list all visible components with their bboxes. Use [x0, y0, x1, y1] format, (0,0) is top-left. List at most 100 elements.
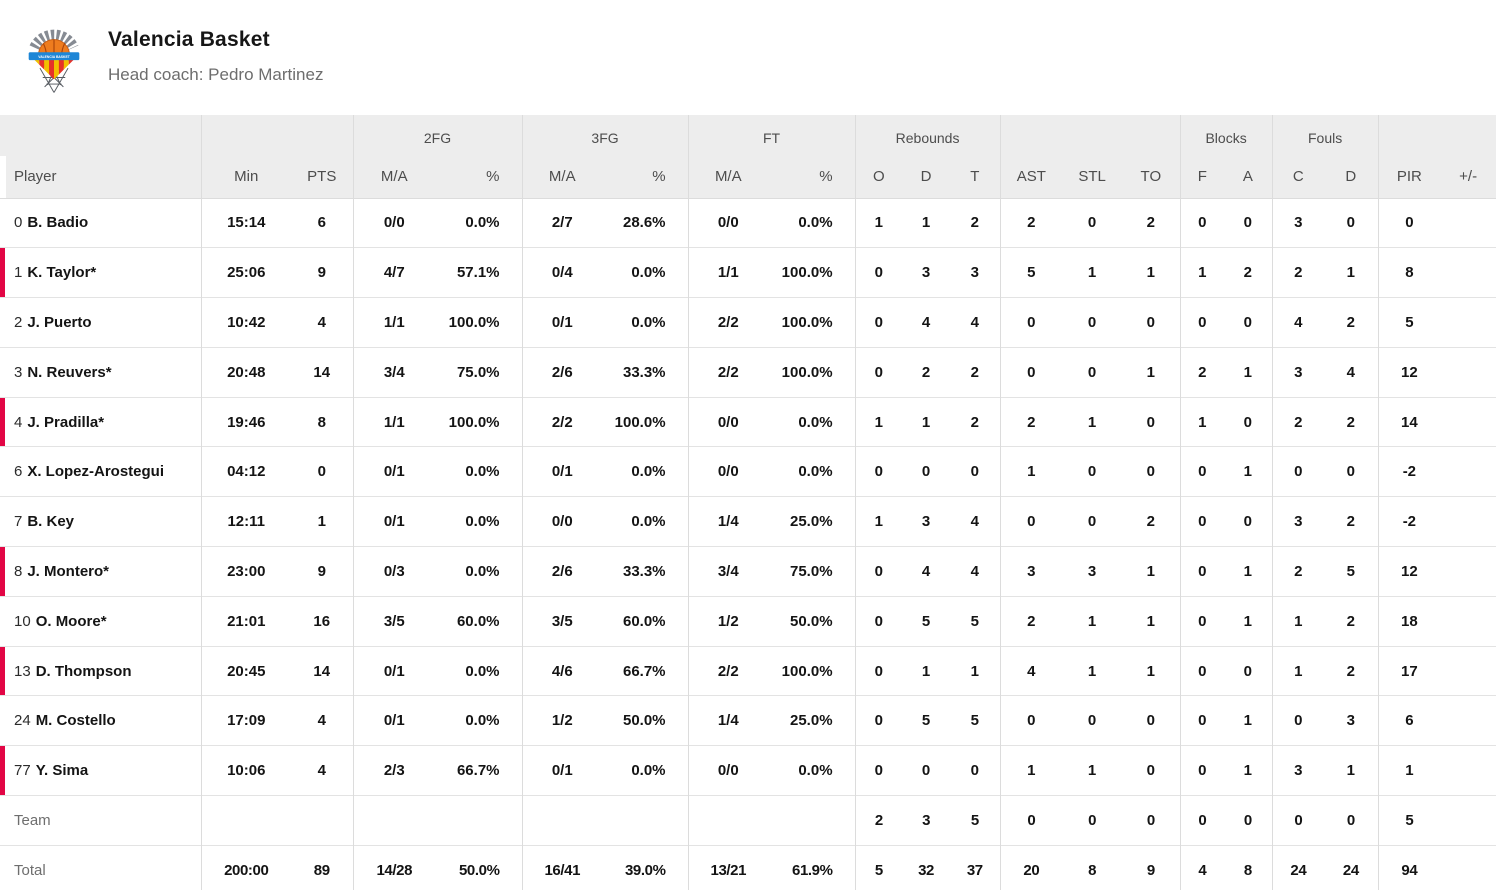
pts: 89 [313, 861, 330, 879]
foul-c: 24 [1271, 845, 1325, 890]
ft-ma: 0/0 [687, 745, 769, 796]
plus-minus [1440, 497, 1496, 547]
plus-minus [1440, 198, 1496, 248]
group-spacer [1377, 115, 1496, 156]
plus-minus [1440, 347, 1496, 397]
to: 0 [1146, 811, 1155, 829]
player-row: 4 J. Pradilla* 19:46 8 1/1 100.0% 2/2 100.0% 0/0… [0, 397, 1496, 447]
foul-d: 2 [1346, 413, 1356, 431]
blk-a: 1 [1243, 712, 1252, 730]
foul-d: 4 [1346, 363, 1356, 381]
player-row: 10 O. Moore* 21:01 16 3/5 60.0% 3/5 60.0% 1/2 50.… [0, 596, 1496, 647]
ft-pct: 100.0% [781, 662, 833, 680]
3fg-pct: 60.0% [622, 612, 666, 630]
player-name: O. Moore* [35, 612, 107, 630]
ft-ma: 0/0 [687, 198, 769, 248]
pir: -2 [1377, 446, 1441, 497]
ast: 2 [999, 596, 1063, 647]
pts: 4 [317, 313, 326, 331]
group-fouls: Fouls [1271, 115, 1379, 156]
player-row: 0 B. Badio 15:14 6 0/0 0.0% 2/7 28.6% 0/0 0.0% 1 1 2… [0, 198, 1496, 248]
reb-t: 5 [970, 712, 979, 730]
to: 1 [1146, 562, 1155, 580]
min: 25:06 [200, 247, 291, 298]
blk-f: 0 [1179, 745, 1225, 796]
to: 1 [1146, 612, 1155, 630]
ft-pct: 100.0% [781, 313, 833, 331]
ft-ma [687, 795, 769, 846]
reb-d: 1 [921, 413, 931, 431]
pts: 4 [317, 712, 326, 730]
2fg-ma: 1/1 [352, 397, 435, 447]
ft-pct: 100.0% [781, 264, 833, 282]
col-reb-t: T [950, 156, 1001, 198]
ft-pct: 25.0% [790, 712, 833, 730]
2fg-pct: 0.0% [465, 562, 500, 580]
min: 19:46 [200, 397, 291, 447]
plus-minus [1440, 596, 1496, 646]
reb-o: 0 [854, 546, 903, 597]
to: 2 [1146, 214, 1155, 232]
min [200, 795, 291, 846]
3fg-ma: 1/2 [521, 695, 603, 746]
foul-d: 2 [1346, 662, 1356, 680]
3fg-pct: 50.0% [622, 712, 666, 730]
ft-pct: 0.0% [798, 762, 833, 780]
jersey-number: 7 [14, 513, 23, 531]
blk-f: 0 [1179, 546, 1225, 597]
player-cell: 4 J. Pradilla* [0, 397, 201, 447]
blk-a: 0 [1243, 313, 1252, 331]
3fg-ma: 2/2 [521, 397, 603, 447]
stl: 1 [1087, 762, 1097, 780]
reb-d: 4 [921, 562, 931, 580]
pir: 6 [1377, 695, 1441, 746]
on-court-indicator [0, 397, 5, 447]
pir: 94 [1377, 845, 1441, 890]
blk-a: 1 [1243, 762, 1252, 780]
reb-o: 2 [854, 795, 903, 846]
col-stl: STL [1062, 156, 1123, 198]
plus-minus [1440, 796, 1496, 846]
foul-d: 1 [1346, 264, 1356, 282]
2fg-pct: 60.0% [456, 612, 500, 630]
reb-o: 1 [854, 198, 903, 248]
blk-a: 1 [1243, 612, 1252, 630]
ft-pct: 0.0% [798, 413, 833, 431]
2fg-pct: 0.0% [465, 463, 500, 481]
ast: 20 [999, 845, 1063, 890]
2fg-ma: 4/7 [352, 247, 435, 298]
reb-t: 1 [970, 662, 979, 680]
stl: 0 [1087, 214, 1097, 232]
group-header-row: 2FG 3FG FT Rebounds Blocks Fouls [0, 115, 1496, 156]
col-to: TO [1122, 156, 1181, 198]
player-cell: 0 B. Badio [0, 198, 201, 248]
col-foul-d: D [1324, 156, 1379, 198]
reb-d: 1 [921, 662, 931, 680]
min: 20:48 [200, 347, 291, 398]
3fg-ma: 4/6 [521, 646, 603, 696]
foul-d: 2 [1346, 313, 1356, 331]
2fg-pct: 0.0% [465, 513, 500, 531]
reb-o: 0 [854, 347, 903, 398]
reb-d: 3 [922, 811, 931, 829]
3fg-ma: 0/1 [521, 446, 603, 497]
reb-d: 0 [921, 762, 931, 780]
min: 12:11 [200, 496, 291, 547]
plus-minus [1440, 696, 1496, 746]
reb-t: 4 [970, 313, 979, 331]
reb-d: 3 [921, 513, 931, 531]
ft-ma: 1/1 [687, 247, 769, 298]
blk-f: 0 [1179, 596, 1225, 647]
to: 1 [1146, 363, 1155, 381]
table-header: 2FG 3FG FT Rebounds Blocks Fouls Player … [0, 115, 1496, 198]
col-3fg-ma: M/A [521, 156, 603, 198]
reb-t: 3 [970, 264, 979, 282]
pts: 14 [313, 662, 331, 680]
stl: 1 [1087, 612, 1097, 630]
2fg-pct: 50.0% [458, 861, 500, 879]
3fg-pct: 0.0% [631, 463, 666, 481]
player-cell: 7 B. Key [0, 497, 201, 547]
reb-d: 1 [921, 214, 931, 232]
pir: 8 [1377, 247, 1441, 298]
ast: 5 [999, 247, 1063, 298]
